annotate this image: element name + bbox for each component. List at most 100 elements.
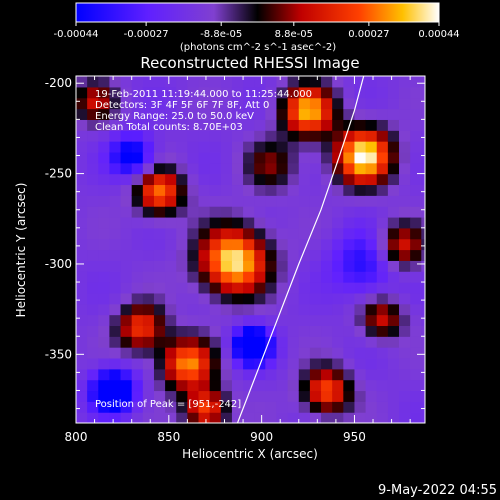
heatmap-cell <box>321 314 333 326</box>
heatmap-cell <box>254 195 266 207</box>
heatmap-cell <box>332 325 344 337</box>
heatmap-cell <box>354 292 367 305</box>
heatmap-cell <box>76 184 88 196</box>
heatmap-cell <box>332 368 344 381</box>
heatmap-cell <box>231 314 244 326</box>
heatmap-cell <box>187 379 200 392</box>
heatmap-cell <box>298 162 311 175</box>
heatmap-cell <box>343 130 356 142</box>
heatmap-cell <box>220 390 233 402</box>
heatmap-cell <box>321 151 333 164</box>
heatmap-cell <box>243 390 255 402</box>
heatmap-cell <box>276 227 289 240</box>
heatmap-cell <box>276 401 289 413</box>
heatmap-cell <box>287 336 300 348</box>
heatmap-cell <box>421 195 425 207</box>
heatmap-cell <box>198 325 211 337</box>
heatmap-cell <box>87 206 99 218</box>
annotation-energy-range: Energy Range: 25.0 to 50.0 keV <box>95 111 254 122</box>
heatmap-cell <box>131 412 144 423</box>
heatmap-cell <box>387 390 400 402</box>
heatmap-cell <box>376 141 389 153</box>
heatmap-cell <box>298 206 311 218</box>
heatmap-cell <box>254 238 266 251</box>
heatmap-cell <box>410 216 422 229</box>
heatmap-cell <box>321 216 333 229</box>
heatmap-cell <box>153 119 166 131</box>
heatmap-cell <box>309 368 322 381</box>
heatmap-cell <box>187 292 200 305</box>
heatmap-cell <box>187 86 200 99</box>
heatmap-cell <box>399 173 411 186</box>
heatmap-cell <box>376 303 389 316</box>
heatmap-cell <box>265 97 278 110</box>
heatmap-cell <box>421 336 425 348</box>
heatmap-cell <box>220 162 233 175</box>
heatmap-cell <box>120 162 133 175</box>
heatmap-cell <box>98 390 111 402</box>
heatmap-cell <box>131 151 144 164</box>
heatmap-cell <box>87 119 99 131</box>
heatmap-cell <box>209 271 222 283</box>
heatmap-cell <box>198 227 211 240</box>
heatmap-cell <box>220 249 233 261</box>
heatmap-cell <box>321 336 333 348</box>
heatmap-cell <box>120 401 133 413</box>
heatmap-cell <box>220 173 233 186</box>
heatmap-cell <box>321 76 333 88</box>
heatmap-cell <box>76 271 88 283</box>
heatmap-cell <box>120 390 133 402</box>
heatmap-cell <box>265 336 278 348</box>
heatmap-cell <box>176 216 188 229</box>
heatmap-cell <box>321 108 333 120</box>
heatmap-cell <box>387 184 400 196</box>
heatmap-cell <box>142 368 155 381</box>
heatmap-cell <box>87 292 99 305</box>
heatmap-cell <box>399 130 411 142</box>
heatmap-cell <box>399 151 411 164</box>
heatmap-cell <box>332 249 344 261</box>
heatmap-cell <box>376 173 389 186</box>
heatmap-cell <box>142 325 155 337</box>
heatmap-cell <box>265 368 278 381</box>
heatmap-cell <box>87 227 99 240</box>
annotation-peak-position: Position of Peak = [951,-242] <box>95 399 241 410</box>
heatmap-cell <box>142 151 155 164</box>
heatmap-cell <box>354 141 367 153</box>
heatmap-cell <box>98 141 111 153</box>
heatmap-cell <box>220 119 233 131</box>
heatmap-cell <box>198 357 211 370</box>
y-tick-label: -300 <box>45 257 72 271</box>
heatmap-cell <box>209 357 222 370</box>
heatmap-cell <box>153 173 166 186</box>
heatmap-cell <box>276 151 289 164</box>
heatmap-cell <box>343 303 356 316</box>
heatmap-cell <box>231 249 244 261</box>
heatmap-cell <box>176 390 188 402</box>
heatmap-cell <box>231 151 244 164</box>
heatmap-cell <box>410 271 422 283</box>
heatmap-cell <box>276 97 289 110</box>
heatmap-cell <box>98 368 111 381</box>
heatmap-cell <box>365 260 378 272</box>
heatmap-cell <box>187 130 200 142</box>
heatmap-cell <box>120 238 133 251</box>
heatmap-cell <box>321 130 333 142</box>
heatmap-cell <box>87 314 99 326</box>
heatmap-cell <box>254 260 266 272</box>
heatmap-cell <box>165 151 177 164</box>
heatmap-cell <box>231 108 244 120</box>
heatmap-cell <box>243 336 255 348</box>
heatmap-cell <box>321 379 333 392</box>
heatmap-cell <box>365 368 378 381</box>
heatmap-cell <box>421 130 425 142</box>
heatmap-cell <box>276 379 289 392</box>
heatmap-cell <box>76 76 88 88</box>
heatmap-cell <box>209 173 222 186</box>
heatmap-cell <box>276 86 289 99</box>
heatmap-cell <box>153 260 166 272</box>
heatmap-cell <box>309 271 322 283</box>
heatmap-cell <box>410 97 422 110</box>
heatmap-cell <box>365 357 378 370</box>
heatmap-cell <box>321 347 333 359</box>
